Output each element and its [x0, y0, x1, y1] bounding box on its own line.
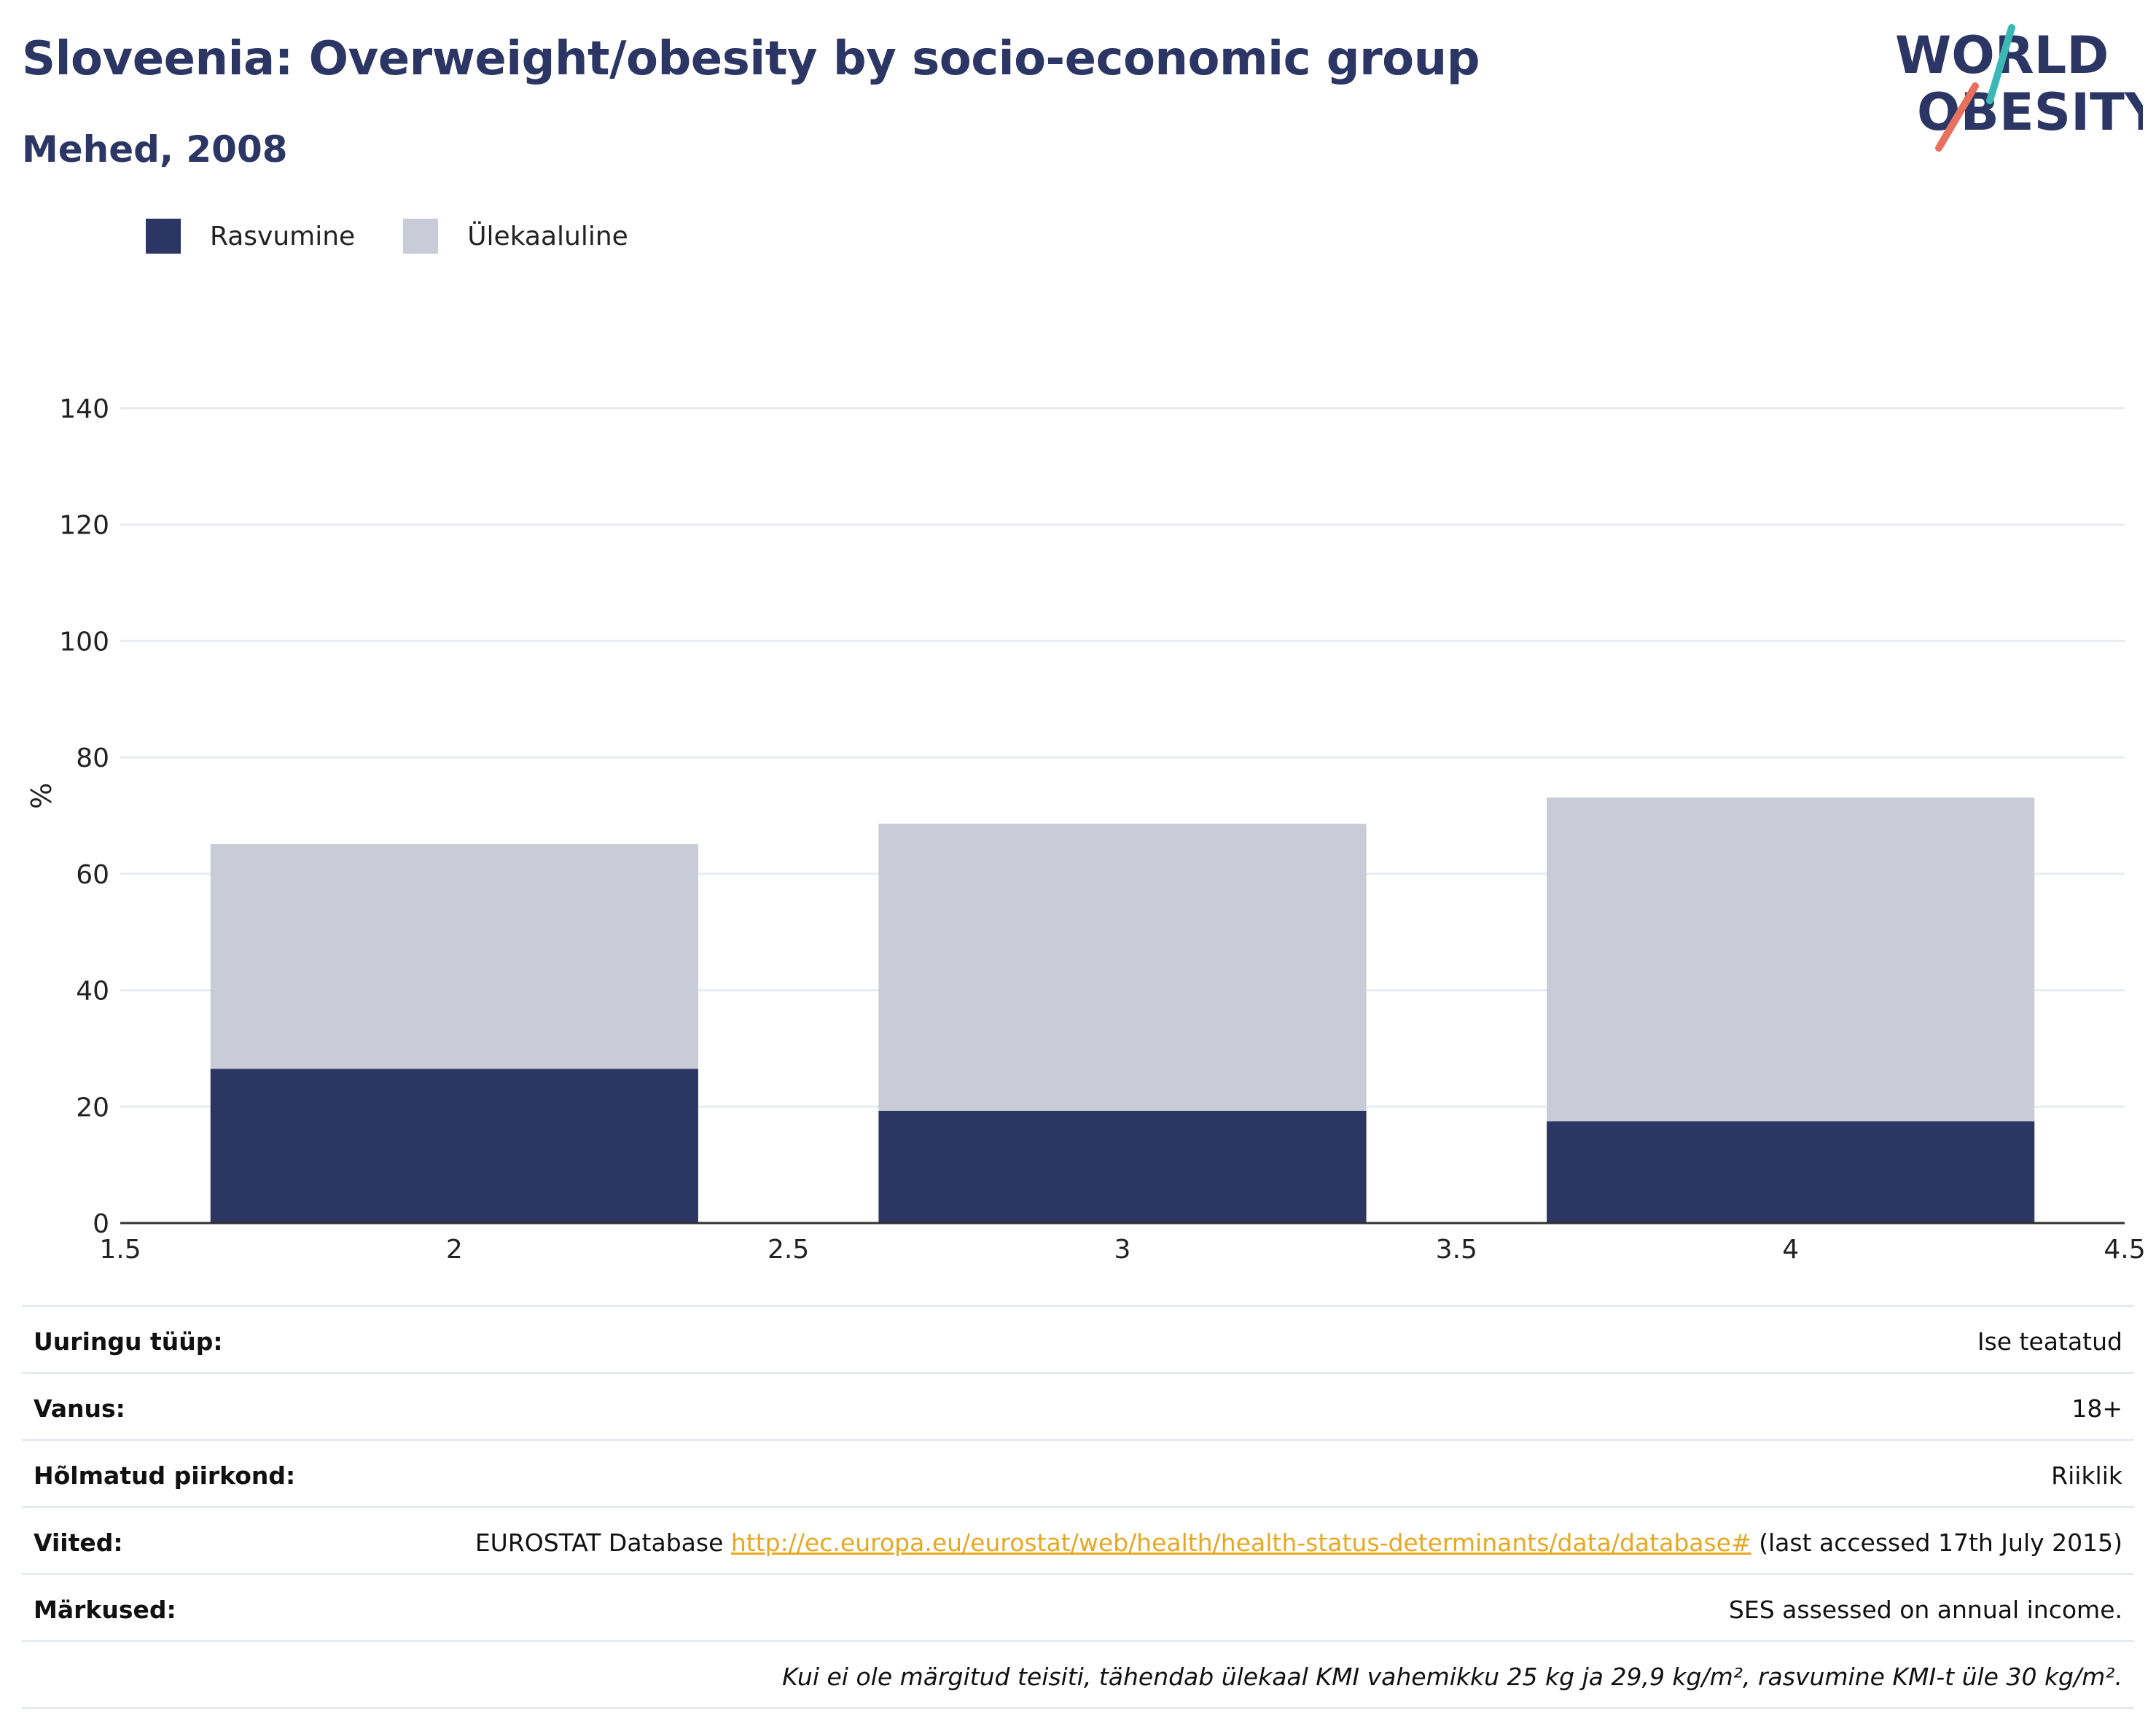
bar-obesity-3[interactable]	[878, 1110, 1367, 1223]
world-obesity-logo: WORLD OBESITY	[1895, 24, 2143, 152]
y-tick-label: 120	[59, 511, 109, 541]
logo-coral-slash	[1935, 82, 1979, 152]
age-label: Vanus:	[34, 1394, 125, 1423]
definition-note: Kui ei ole märgitud teisiti, tähendab ül…	[782, 1663, 2122, 1691]
notes-value: SES assessed on annual income.	[1728, 1596, 2122, 1624]
chart-legend: Rasvumine Ülekaaluline	[146, 216, 672, 257]
survey-type-value: Ise teatatud	[1977, 1327, 2122, 1356]
legend-item-obesity[interactable]: Rasvumine	[146, 219, 355, 254]
logo-teal-slash	[1986, 24, 2015, 104]
page-subtitle: Mehed, 2008	[22, 128, 288, 171]
info-row-age: Vanus: 18+	[22, 1372, 2134, 1439]
references-suffix: (last accessed 17th July 2015)	[1759, 1528, 2122, 1557]
references-prefix: EUROSTAT Database	[474, 1528, 724, 1557]
bar-overweight-4[interactable]	[1547, 797, 2035, 1122]
logo-line2: OBESITY	[1917, 82, 2143, 142]
y-tick-label: 140	[59, 394, 109, 424]
y-tick-label: 20	[76, 1093, 109, 1122]
x-tick-label: 2.5	[768, 1235, 809, 1265]
x-tick-label: 3.5	[1436, 1235, 1477, 1265]
bar-obesity-2[interactable]	[210, 1069, 698, 1223]
x-tick-label: 2	[446, 1235, 463, 1265]
references-link[interactable]: http://ec.europa.eu/eurostat/web/health/…	[730, 1528, 1751, 1557]
bar-chart: 0 20 40 60 80 100 120 140 1.5 2 2.5 3 3.5 4 4.5%	[26, 394, 2146, 1265]
info-row-notes: Märkused: SES assessed on annual income.	[22, 1573, 2134, 1640]
legend-label-obesity: Rasvumine	[210, 221, 356, 251]
legend-item-overweight[interactable]: Ülekaaluline	[403, 219, 628, 254]
info-row-references: Viited: EUROSTAT Database http://ec.euro…	[22, 1506, 2134, 1573]
x-tick-label: 1.5	[99, 1235, 141, 1265]
bar-obesity-4[interactable]	[1547, 1121, 2035, 1223]
legend-label-overweight: Ülekaaluline	[467, 221, 628, 251]
y-tick-label: 100	[59, 627, 109, 657]
y-axis-label: %	[26, 783, 58, 809]
info-row-definition: Kui ei ole märgitud teisiti, tähendab ül…	[22, 1640, 2134, 1709]
y-tick-label: 0	[93, 1209, 109, 1239]
references-value: EUROSTAT Database http://ec.europa.eu/eu…	[475, 1527, 2122, 1558]
legend-swatch-overweight	[403, 219, 439, 254]
area-value: Riiklik	[2051, 1461, 2122, 1490]
info-table: Uuringu tüüp: Ise teatatud Vanus: 18+ Hõ…	[22, 1305, 2134, 1709]
info-row-survey-type: Uuringu tüüp: Ise teatatud	[22, 1305, 2134, 1372]
x-tick-label: 3	[1114, 1235, 1131, 1265]
references-label: Viited:	[34, 1528, 123, 1557]
y-tick-label: 60	[76, 860, 109, 890]
page-title: Sloveenia: Overweight/obesity by socio-e…	[22, 32, 1480, 86]
survey-type-label: Uuringu tüüp:	[34, 1327, 223, 1356]
legend-swatch-obesity	[146, 219, 181, 254]
bar-overweight-3[interactable]	[878, 824, 1367, 1111]
y-tick-label: 40	[76, 977, 109, 1007]
age-value: 18+	[2071, 1394, 2122, 1423]
bar-overweight-2[interactable]	[210, 844, 698, 1069]
area-label: Hõlmatud piirkond:	[34, 1461, 296, 1490]
notes-label: Märkused:	[34, 1596, 176, 1624]
x-tick-label: 4	[1782, 1235, 1799, 1265]
x-tick-label: 4.5	[2104, 1235, 2145, 1265]
info-row-area: Hõlmatud piirkond: Riiklik	[22, 1439, 2134, 1506]
y-tick-label: 80	[76, 743, 109, 773]
